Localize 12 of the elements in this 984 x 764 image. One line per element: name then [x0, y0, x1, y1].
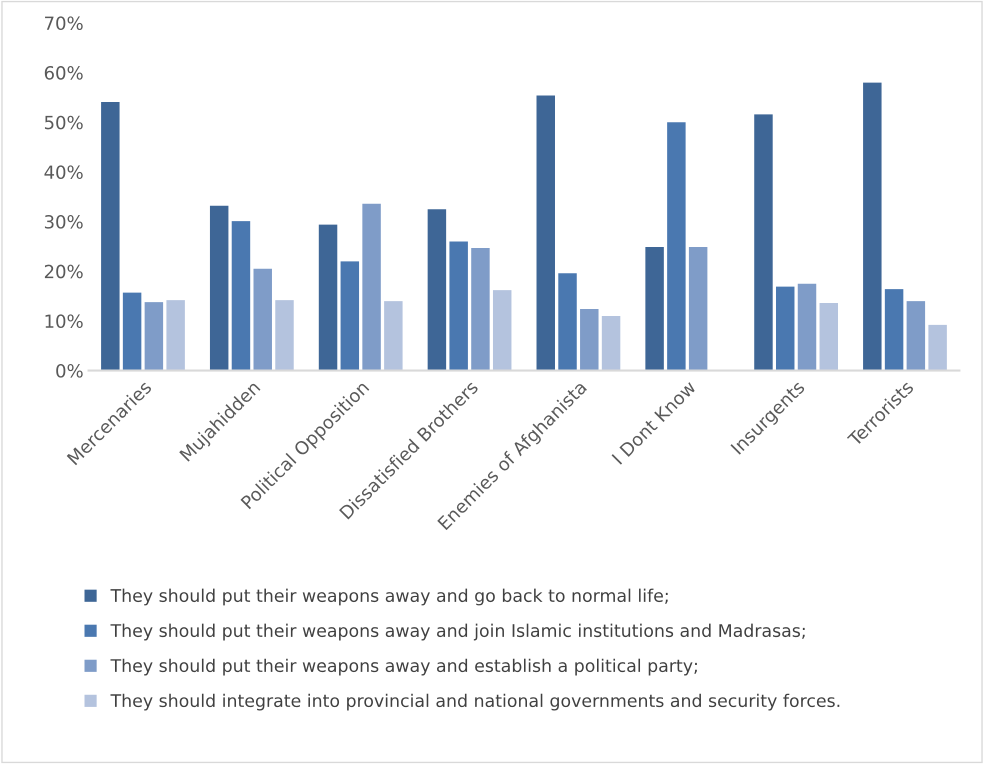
legend-label: They should integrate into provincial and national governments and security forces. — [110, 694, 840, 711]
y-tick-label: 50% — [44, 116, 83, 130]
y-tick-label: 40% — [44, 165, 83, 180]
y-tick-label: 60% — [44, 66, 83, 80]
y-tick-label: 10% — [46, 314, 83, 328]
y-tick-label: 30% — [44, 215, 83, 229]
legend-label: They should put their weapons away and join Islamic institutions and Madrasas; — [110, 624, 805, 640]
legend-label: They should put their weapons away and go back to normal life; — [110, 588, 668, 606]
y-tick-label: 0% — [56, 364, 83, 378]
legend-label: They should put their weapons away and establish a political party; — [110, 658, 697, 676]
y-tick-label: 70% — [45, 16, 83, 30]
y-tick-label: 20% — [44, 264, 83, 278]
